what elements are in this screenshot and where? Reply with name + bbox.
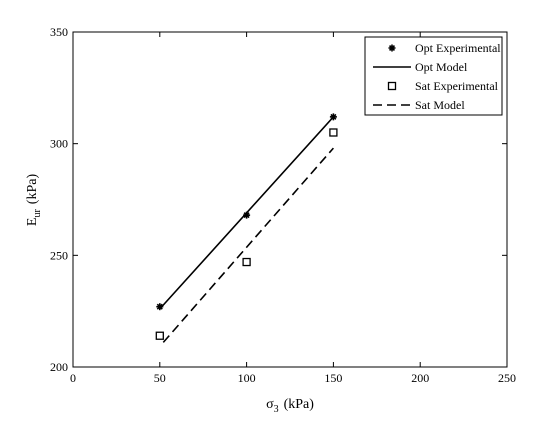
- y-tick-label: 350: [50, 25, 68, 39]
- x-tick-label: 250: [498, 371, 516, 385]
- legend-box: [364, 36, 503, 116]
- y-tick-label: 200: [50, 360, 68, 374]
- x-axis-label: σ3 (kPa): [266, 397, 314, 415]
- x-axis-label-unit: (kPa): [284, 397, 315, 412]
- series-layer: [155, 113, 338, 343]
- legend-square-swatch: [387, 81, 397, 91]
- ticks-layer: 0 50 100 150 200 250 200 250 300 350: [50, 25, 516, 385]
- legend-label: Sat Model: [415, 98, 465, 112]
- series-line-3: [162, 147, 335, 343]
- legend-label: Opt Model: [415, 60, 468, 74]
- legend-label: Sat Experimental: [415, 79, 499, 93]
- data-point-square: [329, 128, 338, 137]
- y-axis-label-unit: (kPa): [25, 174, 40, 205]
- x-tick-label: 150: [324, 371, 342, 385]
- x-axis-label-symbol: σ: [266, 397, 274, 412]
- y-tick-label: 250: [50, 248, 68, 262]
- y-tick-label: 300: [50, 137, 68, 151]
- data-point-square: [155, 331, 164, 340]
- legend-label: Opt Experimental: [415, 41, 501, 55]
- y-axis-label-symbol: E: [25, 218, 40, 227]
- series-line-1: [159, 116, 334, 310]
- x-tick-label: 0: [70, 371, 76, 385]
- data-point-square: [242, 257, 251, 267]
- y-axis-label: Eur (kPa): [25, 174, 43, 227]
- legend-asterisk-swatch: [388, 44, 396, 52]
- y-axis-label-subscript: ur: [32, 209, 43, 218]
- legend: Opt Experimental Opt Model Sat Experimenta…: [364, 36, 503, 116]
- x-axis-label-subscript: 3: [274, 404, 279, 415]
- x-tick-label: 100: [238, 371, 256, 385]
- x-tick-label: 50: [154, 371, 166, 385]
- x-tick-label: 200: [411, 371, 429, 385]
